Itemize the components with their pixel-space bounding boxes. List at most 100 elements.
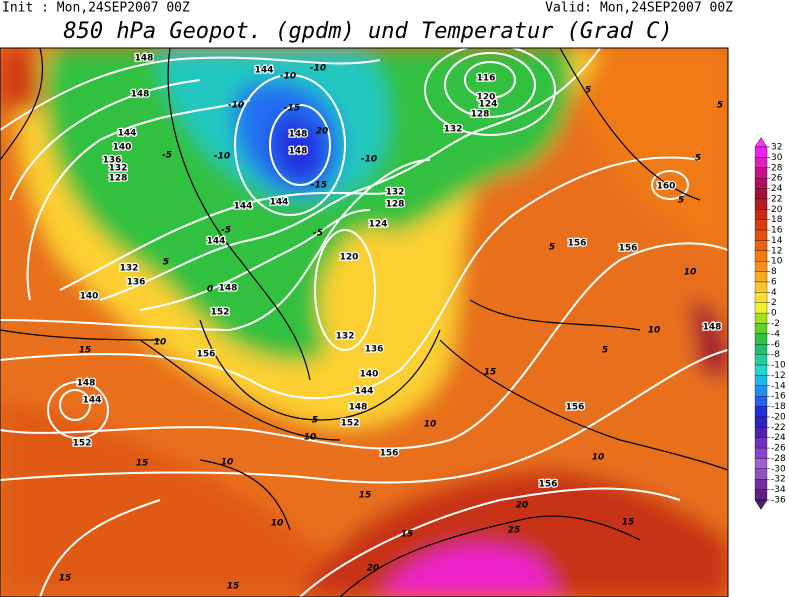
colorbar-label: -30 xyxy=(771,464,786,474)
colorbar-label: -18 xyxy=(771,402,786,412)
geopotential-label: 120 xyxy=(340,253,359,263)
temperature-label: 20 xyxy=(316,127,329,137)
geopotential-label: 136 xyxy=(127,278,146,288)
colorbar-bin xyxy=(754,188,768,200)
geopotential-label: 156 xyxy=(566,403,585,413)
colorbar-label: 28 xyxy=(771,163,783,173)
colorbar-bin xyxy=(754,146,768,158)
contour-labels: 148144-10-101161201241281321441481401361… xyxy=(59,52,723,592)
colorbar-label: -36 xyxy=(771,496,786,506)
colorbar-bin xyxy=(754,209,768,220)
colorbar-bin xyxy=(754,375,768,386)
temperature-label: -10 xyxy=(310,64,326,74)
geopotential-label: 148 xyxy=(131,90,150,100)
colorbar-bin xyxy=(754,479,768,490)
colorbar-label: 20 xyxy=(771,205,783,215)
colorbar-label: -20 xyxy=(771,412,786,422)
colorbar-label: 24 xyxy=(771,184,783,194)
init-time: Init : Mon,24SEP2007 00Z xyxy=(2,1,190,16)
geopotential-label: 148 xyxy=(289,147,308,157)
geopotential-label: 132 xyxy=(120,264,139,274)
colorbar-bin xyxy=(754,240,768,251)
temperature-label: -15 xyxy=(284,104,300,114)
colorbar-label: -28 xyxy=(771,454,786,464)
temperature-label: 5 xyxy=(163,258,169,268)
colorbar-bin xyxy=(754,437,768,449)
geopotential-label: 156 xyxy=(539,480,558,490)
colorbar-bin xyxy=(754,385,768,397)
geopotential-label: 156 xyxy=(197,350,216,360)
colorbar-label: -26 xyxy=(771,444,786,454)
colorbar-bin xyxy=(754,416,768,428)
temperature-label: 15 xyxy=(484,368,497,378)
temperature-label: 20 xyxy=(367,564,380,574)
temperature-label: 15 xyxy=(359,491,372,501)
temperature-contours xyxy=(0,48,728,597)
geopotential-label: 132 xyxy=(109,164,128,174)
geopotential-label: 124 xyxy=(369,220,388,230)
colorbar-bin xyxy=(754,458,768,470)
temperature-label: -10 xyxy=(361,155,377,165)
geopotential-label: 144 xyxy=(255,66,274,76)
temperature-label: 15 xyxy=(401,530,414,540)
temperature-label: 10 xyxy=(221,458,234,468)
colorbar-label: -2 xyxy=(771,319,780,329)
temperature-label: 15 xyxy=(59,574,72,584)
colorbar-bin xyxy=(754,219,768,231)
colorbar-arrow xyxy=(754,499,768,510)
colorbar-label: -24 xyxy=(771,433,786,443)
colorbar-bin xyxy=(754,406,768,418)
colorbar-bin xyxy=(754,354,768,366)
colorbar-label: -8 xyxy=(771,350,780,360)
geopotential-label: 136 xyxy=(365,345,384,355)
map-title: 850 hPa Geopot. (gpdm) und Temperatur (G… xyxy=(63,19,672,44)
geopotential-label: 152 xyxy=(341,419,360,429)
colorbar-bin xyxy=(754,312,768,324)
colorbar-bin xyxy=(754,427,768,438)
map xyxy=(0,48,728,597)
colorbar: 32302826242220181614121086420-2-4-6-8-10… xyxy=(754,137,786,510)
temperature-label: 5 xyxy=(312,416,318,426)
geopotential-label: 128 xyxy=(109,174,128,184)
geopotential-label: 148 xyxy=(349,403,368,413)
geopotential-label: 156 xyxy=(568,239,587,249)
colorbar-label: -12 xyxy=(771,371,786,381)
temperature-label: 5 xyxy=(717,101,723,111)
colorbar-bin xyxy=(754,302,768,314)
colorbar-label: -6 xyxy=(771,340,780,350)
colorbar-label: 4 xyxy=(771,288,777,298)
temperature-label: 5 xyxy=(585,86,591,96)
temperature-label: -10 xyxy=(228,101,244,111)
temperature-label: 15 xyxy=(227,582,240,592)
valid-time: Valid: Mon,24SEP2007 00Z xyxy=(545,1,733,16)
colorbar-label: 26 xyxy=(771,174,783,184)
geopotential-label: 120 xyxy=(477,93,496,103)
colorbar-bin xyxy=(754,447,768,459)
geopotential-label: 140 xyxy=(80,292,99,302)
geopotential-label: 144 xyxy=(207,237,226,247)
colorbar-label: -14 xyxy=(771,381,786,391)
colorbar-arrow xyxy=(754,137,768,148)
colorbar-label: 2 xyxy=(771,298,777,308)
geopotential-label: 156 xyxy=(619,244,638,254)
geopotential-label: 144 xyxy=(83,396,102,406)
colorbar-label: 6 xyxy=(771,277,777,287)
geopotential-label: 148 xyxy=(77,379,96,389)
geopotential-label: 140 xyxy=(113,143,132,153)
temperature-label: -5 xyxy=(221,226,231,236)
geopotential-label: 148 xyxy=(703,323,722,333)
geopotential-label: 156 xyxy=(380,449,399,459)
colorbar-label: 10 xyxy=(771,257,783,267)
colorbar-bin xyxy=(754,177,768,189)
colorbar-bin xyxy=(754,489,768,501)
geopotential-label: 148 xyxy=(289,130,308,140)
geopotential-label: 144 xyxy=(118,129,137,139)
geopotential-contours xyxy=(0,48,728,597)
geopotential-label: 132 xyxy=(444,125,463,135)
colorbar-label: 0 xyxy=(771,309,777,319)
temperature-label: -5 xyxy=(162,151,172,161)
geopotential-label: 152 xyxy=(211,308,230,318)
geopotential-label: 132 xyxy=(336,332,355,342)
